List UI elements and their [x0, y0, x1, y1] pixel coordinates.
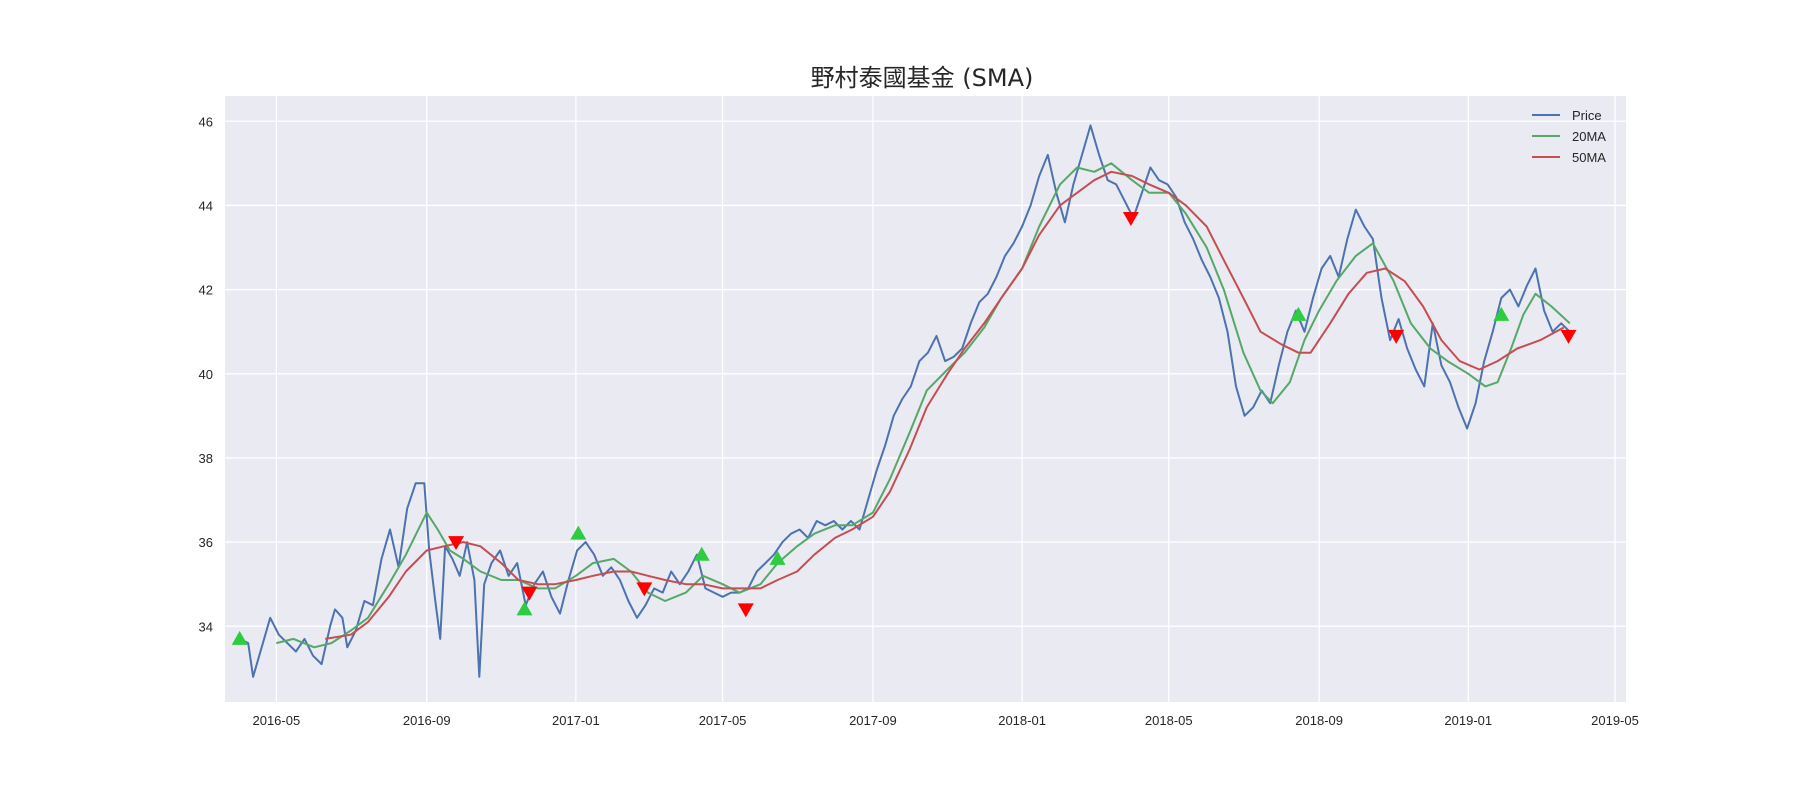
x-tick-label: 2016-09: [403, 713, 451, 728]
series-line-50ma: [325, 170, 1565, 640]
sell-signal-marker: [448, 536, 465, 551]
series-layer: [239, 124, 1571, 678]
legend-label: 20MA: [1572, 129, 1606, 144]
chart-title: 野村泰國基金 (SMA): [811, 64, 1034, 92]
buy-signal-marker: [570, 525, 587, 540]
x-tick-label: 2018-01: [998, 713, 1046, 728]
signal-markers: [231, 212, 1577, 645]
y-tick-label: 42: [199, 283, 213, 298]
y-tick-label: 36: [199, 535, 213, 550]
x-tick-label: 2019-01: [1444, 713, 1492, 728]
sell-signal-marker: [1122, 212, 1139, 227]
sell-signal-marker: [1388, 329, 1405, 344]
buy-signal-marker: [769, 550, 786, 565]
x-tick-label: 2017-05: [699, 713, 747, 728]
buy-signal-marker: [1290, 306, 1307, 321]
sell-signal-marker: [1560, 329, 1577, 344]
legend-label: Price: [1572, 108, 1602, 123]
y-tick-label: 46: [199, 114, 213, 129]
x-tick-label: 2016-05: [252, 713, 300, 728]
series-line-price: [239, 124, 1571, 678]
x-tick-label: 2018-09: [1295, 713, 1343, 728]
x-tick-label: 2017-09: [849, 713, 897, 728]
legend: Price 20MA 50MA: [1532, 108, 1606, 165]
x-tick-label: 2019-05: [1591, 713, 1639, 728]
x-tick-label: 2017-01: [552, 713, 600, 728]
y-tick-label: 38: [199, 451, 213, 466]
y-axis: 34 36 38 40 42 44 46: [199, 114, 213, 634]
x-axis: 2016-05 2016-09 2017-01 2017-05 2017-09 2018-…: [252, 713, 1638, 728]
sell-signal-marker: [636, 582, 653, 597]
y-tick-label: 34: [199, 619, 213, 634]
series-line-20ma: [276, 162, 1571, 649]
buy-signal-marker: [1493, 306, 1510, 321]
sell-signal-marker: [521, 586, 538, 601]
buy-signal-marker: [516, 601, 533, 616]
buy-signal-marker: [231, 630, 248, 645]
y-tick-label: 40: [199, 367, 213, 382]
sell-signal-marker: [737, 603, 754, 618]
x-tick-label: 2018-05: [1145, 713, 1193, 728]
y-tick-label: 44: [199, 198, 213, 213]
plot-area: [225, 96, 1626, 702]
legend-label: 50MA: [1572, 150, 1606, 165]
buy-signal-marker: [693, 546, 710, 561]
